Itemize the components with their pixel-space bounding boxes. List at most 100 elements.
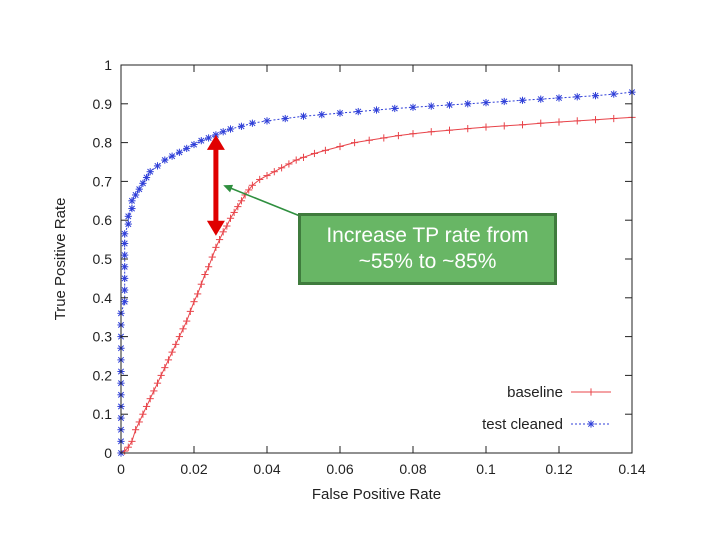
callout-line-2: ~55% to ~85% [358,250,497,273]
data-point [587,388,595,396]
data-point [482,99,490,107]
data-point [121,263,129,271]
data-point [610,90,618,98]
data-point [219,128,227,136]
data-point [245,186,253,194]
data-point [610,114,618,123]
data-point [427,128,435,136]
y-tick-label: 0.1 [93,406,113,422]
x-tick-label: 0.02 [180,461,207,477]
data-point [161,364,169,372]
y-tick-label: 0.9 [93,96,113,112]
data-point [132,191,140,199]
x-tick-label: 0.08 [399,461,426,477]
data-point [321,146,329,154]
data-point [518,121,527,129]
data-point [537,119,545,127]
data-point [256,175,264,184]
data-point [197,137,205,145]
data-point [183,144,191,153]
data-point [372,106,381,114]
data-point [237,197,246,205]
data-point [336,142,344,151]
data-point [197,280,205,288]
data-point [351,139,359,147]
data-point [135,418,143,426]
data-point [208,253,216,261]
data-point [164,356,173,364]
y-tick-label: 0 [104,445,112,461]
callout-arrow [223,184,301,217]
data-point [391,104,399,113]
data-point [591,92,600,100]
data-point [121,286,129,294]
data-point [121,298,129,306]
data-point [318,111,326,119]
data-point [248,181,256,189]
data-point [234,203,242,211]
data-point [591,116,600,124]
data-point [121,230,129,238]
data-point [464,100,472,108]
data-point [500,97,508,106]
x-axis-title: False Positive Rate [312,486,441,503]
y-axis-title: True Positive Rate [52,198,69,321]
data-point [205,263,213,271]
x-tick-label: 0.06 [326,461,353,477]
data-point [380,134,388,142]
data-point [212,243,220,251]
data-point [128,437,136,445]
y-tick-label: 0.7 [93,173,113,189]
y-tick-label: 1 [104,57,112,73]
data-point [270,168,278,176]
legend-label: test cleaned [482,416,563,433]
y-tick-label: 0.8 [93,135,113,151]
data-point [537,95,545,103]
data-point [281,114,289,123]
data-point [139,410,147,418]
data-point [201,270,209,279]
data-point [128,197,136,205]
data-point [482,123,490,131]
data-point [205,134,213,142]
data-point [555,94,563,102]
data-point [223,222,231,230]
x-tick-label: 0.04 [253,461,280,477]
data-point [161,156,169,164]
data-point [146,395,154,403]
data-point [500,122,508,130]
data-point [573,117,581,125]
data-point [230,208,238,217]
x-tick-label: 0.12 [545,461,572,477]
data-point [175,333,183,341]
callout-line-1: Increase TP rate from [326,224,529,247]
data-point [310,149,319,158]
data-point [124,443,132,451]
x-tick-label: 0.14 [618,461,645,477]
data-point [445,126,454,134]
data-point [263,171,271,180]
double-arrow [206,134,225,236]
y-tick-label: 0.3 [93,329,113,345]
data-point [292,156,300,164]
data-point [299,153,308,161]
data-point [555,118,563,126]
data-point [445,101,454,109]
data-point [124,220,132,228]
x-tick-label: 0 [117,461,125,477]
data-point [409,130,417,138]
legend-label: baseline [507,384,563,401]
data-point [263,117,271,125]
series-line [120,116,633,454]
data-point [365,136,373,144]
data-point [194,290,202,298]
data-point [179,325,187,333]
data-point [248,119,256,127]
data-point [285,160,293,168]
data-point [124,212,132,220]
data-point [121,274,129,282]
data-point [168,152,176,160]
series-baseline [117,113,636,457]
data-point [132,426,140,434]
